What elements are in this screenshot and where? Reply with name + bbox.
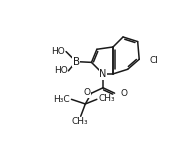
Text: CH₃: CH₃	[98, 94, 115, 103]
Text: HO: HO	[54, 66, 68, 75]
Text: H₃C: H₃C	[53, 95, 70, 104]
Text: Cl: Cl	[150, 56, 159, 65]
Text: HO: HO	[52, 47, 65, 56]
Text: CH₃: CH₃	[72, 117, 88, 126]
Text: B: B	[73, 57, 80, 67]
Text: N: N	[99, 69, 107, 79]
Text: O: O	[84, 88, 91, 97]
Text: O: O	[121, 89, 128, 98]
